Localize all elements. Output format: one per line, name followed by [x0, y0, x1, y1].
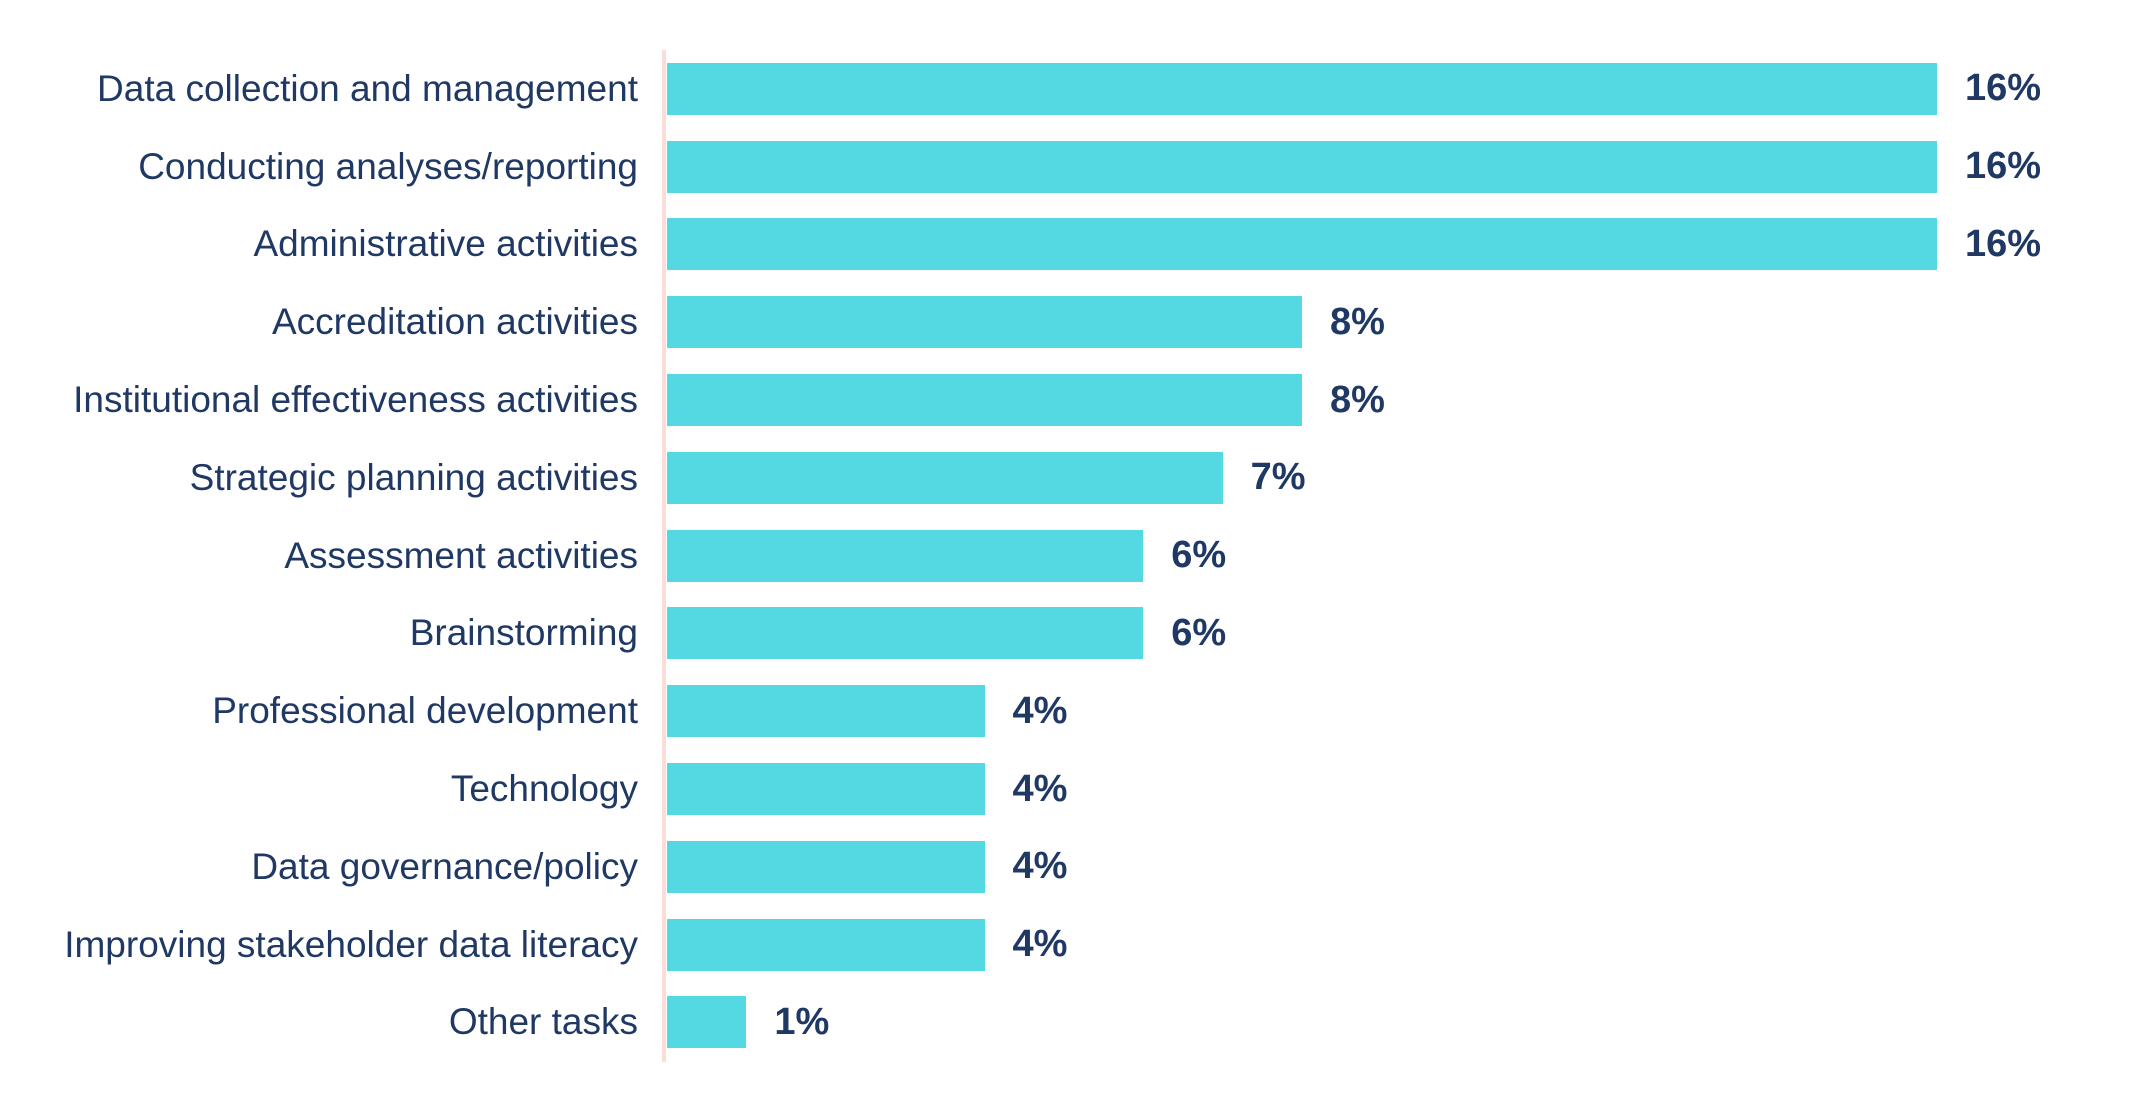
- value-label: 16%: [1965, 145, 2042, 188]
- bar: [667, 840, 985, 893]
- value-label: 8%: [1330, 300, 1385, 343]
- chart-row: Assessment activities 6%: [0, 517, 2145, 595]
- bar: [667, 140, 1937, 193]
- bar: [667, 685, 985, 738]
- category-label: Data collection and management: [97, 67, 638, 109]
- category-label: Assessment activities: [284, 534, 638, 576]
- bar: [667, 374, 1302, 427]
- category-label: Conducting analyses/reporting: [138, 145, 638, 187]
- bar-track: 1%: [667, 996, 830, 1049]
- value-label: 16%: [1965, 67, 2042, 110]
- chart-row: Data collection and management 16%: [0, 50, 2145, 128]
- category-label: Institutional effectiveness activities: [73, 379, 638, 421]
- bar-track: 6%: [667, 529, 1227, 582]
- category-label: Professional development: [212, 690, 638, 732]
- value-label: 1%: [774, 1000, 830, 1043]
- category-label: Data governance/policy: [251, 845, 638, 887]
- bar-track: 4%: [667, 840, 1068, 893]
- bar: [667, 62, 1937, 115]
- chart-row: Institutional effectiveness activities 8…: [0, 361, 2145, 439]
- chart-row: Professional development 4%: [0, 672, 2145, 750]
- chart-row: Technology 4%: [0, 750, 2145, 828]
- chart-row: Data governance/policy 4%: [0, 828, 2145, 906]
- value-label: 4%: [1012, 845, 1068, 888]
- bar-track: 8%: [667, 296, 1385, 349]
- value-label: 4%: [1012, 689, 1068, 732]
- bar: [667, 296, 1302, 349]
- bar: [667, 763, 985, 816]
- chart-row: Other tasks 1%: [0, 984, 2145, 1062]
- chart-row: Accreditation activities 8%: [0, 283, 2145, 361]
- category-label: Technology: [450, 768, 638, 810]
- value-label: 7%: [1250, 456, 1306, 499]
- category-label: Improving stakeholder data literacy: [64, 923, 638, 965]
- value-label: 8%: [1330, 378, 1385, 421]
- value-label: 16%: [1965, 222, 2042, 265]
- value-label: 6%: [1171, 611, 1227, 654]
- y-axis-line: [662, 50, 666, 1062]
- bar-track: 16%: [667, 62, 2042, 115]
- bar: [667, 607, 1144, 660]
- category-label: Strategic planning activities: [189, 456, 638, 498]
- bar-track: 4%: [667, 918, 1068, 971]
- category-label: Other tasks: [448, 1001, 638, 1043]
- chart-row: Administrative activities 16%: [0, 206, 2145, 284]
- bar: [667, 218, 1937, 271]
- value-label: 6%: [1171, 534, 1227, 577]
- category-label: Administrative activities: [253, 223, 638, 265]
- bar: [667, 996, 747, 1049]
- chart-row: Improving stakeholder data literacy 4%: [0, 906, 2145, 984]
- chart-row: Brainstorming 6%: [0, 595, 2145, 673]
- category-label: Accreditation activities: [271, 301, 638, 343]
- bar-track: 16%: [667, 218, 2042, 271]
- category-label: Brainstorming: [409, 612, 638, 654]
- bar-track: 16%: [667, 140, 2042, 193]
- chart-rows: Data collection and management 16% Condu…: [0, 50, 2145, 1061]
- value-label: 4%: [1012, 767, 1068, 810]
- bar: [667, 529, 1144, 582]
- bar-track: 4%: [667, 763, 1068, 816]
- chart-row: Strategic planning activities 7%: [0, 439, 2145, 517]
- bar-track: 7%: [667, 451, 1306, 504]
- bar-track: 4%: [667, 685, 1068, 738]
- bar: [667, 451, 1223, 504]
- value-label: 4%: [1012, 923, 1068, 966]
- bar: [667, 918, 985, 971]
- chart-row: Conducting analyses/reporting 16%: [0, 128, 2145, 206]
- bar-track: 8%: [667, 374, 1385, 427]
- bar-track: 6%: [667, 607, 1227, 660]
